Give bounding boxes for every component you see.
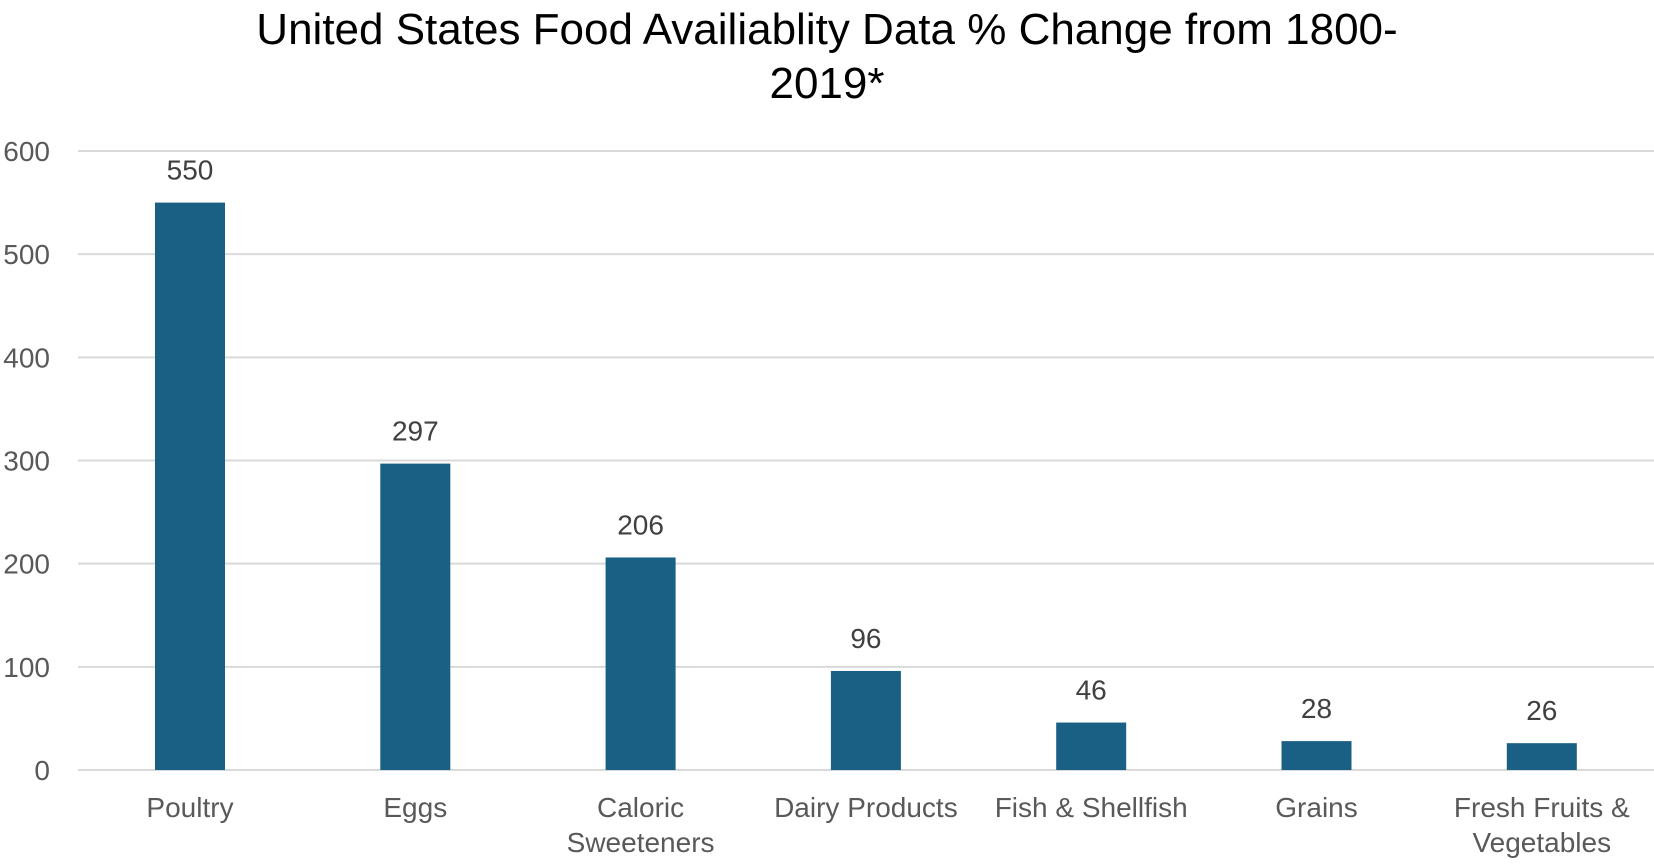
- data-label: 96: [850, 623, 881, 654]
- bar: [1506, 743, 1577, 770]
- data-label: 26: [1526, 695, 1557, 726]
- data-label: 297: [392, 416, 439, 447]
- y-tick-label: 200: [3, 549, 50, 580]
- x-tick-label: Caloric: [597, 792, 684, 823]
- chart-title: United States Food Availiablity Data % C…: [256, 5, 1397, 108]
- x-axis-tick-labels: Poultry Eggs Caloric Sweeteners Dairy Produc…: [146, 792, 1630, 858]
- y-tick-label: 400: [3, 342, 50, 373]
- y-tick-label: 600: [3, 136, 50, 167]
- chart-title-line-1: United States Food Availiablity Data % C…: [256, 5, 1397, 54]
- x-tick-label: Grains: [1275, 792, 1357, 823]
- data-label: 550: [167, 155, 214, 186]
- y-tick-label: 0: [34, 755, 50, 786]
- bar: [155, 202, 225, 771]
- y-axis-tick-labels: 0 100 200 300 400 500 600: [3, 136, 50, 786]
- y-tick-label: 100: [3, 652, 50, 683]
- x-tick-label: Fresh Fruits &: [1454, 792, 1630, 823]
- x-tick-label: Dairy Products: [774, 792, 958, 823]
- data-label: 28: [1301, 693, 1332, 724]
- bars: [155, 202, 1577, 771]
- bar: [1056, 722, 1127, 770]
- data-label: 206: [617, 509, 664, 540]
- bar: [605, 557, 676, 770]
- x-tick-label: Poultry: [146, 792, 233, 823]
- x-tick-label: Vegetables: [1473, 827, 1612, 858]
- data-label: 46: [1076, 675, 1107, 706]
- data-labels: 550 297 206 96 46 28 26: [167, 155, 1558, 727]
- bar: [830, 670, 901, 770]
- chart-title-line-2: 2019*: [769, 59, 884, 108]
- y-tick-label: 500: [3, 239, 50, 270]
- bar: [380, 463, 451, 770]
- x-tick-label: Sweeteners: [567, 827, 715, 858]
- bar: [1281, 741, 1352, 770]
- x-tick-label: Fish & Shellfish: [995, 792, 1188, 823]
- y-tick-label: 300: [3, 446, 50, 477]
- x-tick-label: Eggs: [383, 792, 447, 823]
- gridlines: [78, 150, 1654, 771]
